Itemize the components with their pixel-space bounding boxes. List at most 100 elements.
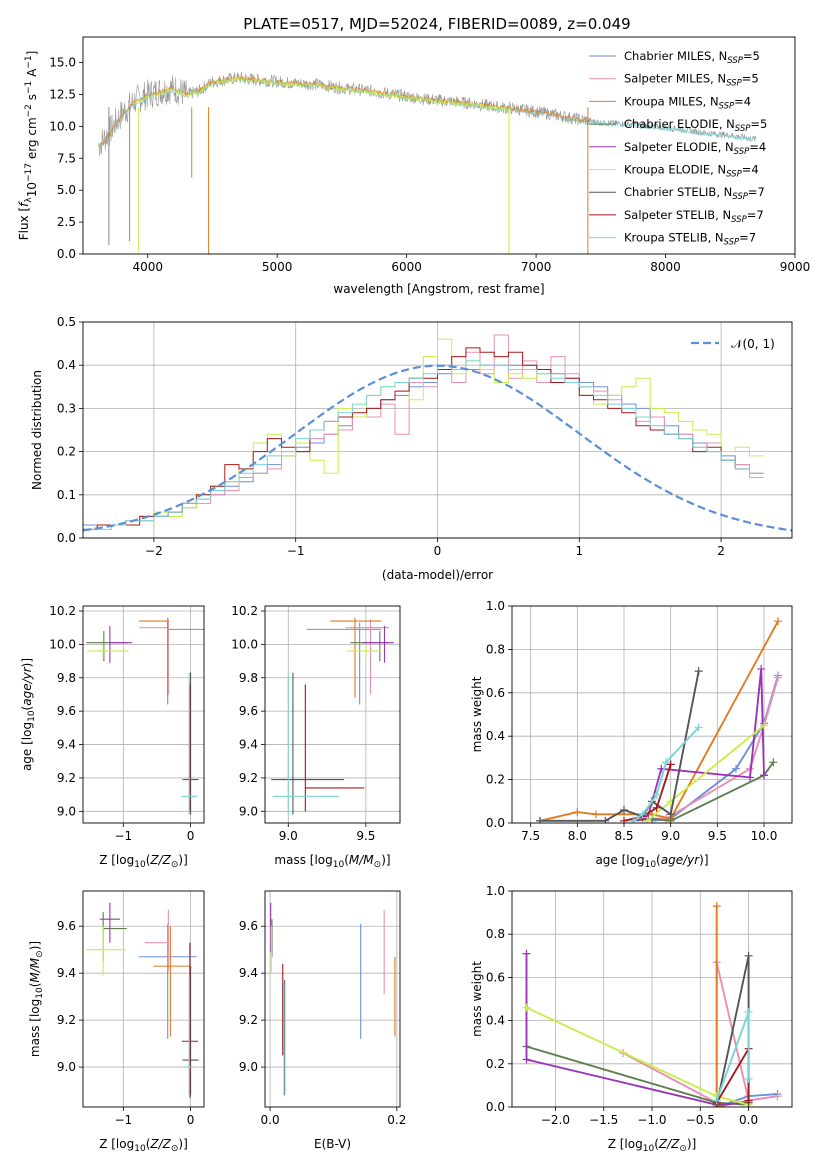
y-tick-label: 7.5 <box>57 151 76 165</box>
axis-label: mass [log10(M/M⊙)] <box>28 941 45 1057</box>
y-tick-label: 9.0 <box>57 804 76 818</box>
legend-text: Kroupa STELIB, N <box>624 231 724 245</box>
x-tick-label: 4000 <box>132 260 163 274</box>
y-tick-label: 10.0 <box>49 119 76 133</box>
point-marker <box>652 790 661 799</box>
y-tick-label: 0.5 <box>57 315 76 329</box>
point-marker <box>573 808 582 817</box>
y-tick-label: 9.4 <box>57 966 76 980</box>
axis-label-part: ( <box>28 983 42 988</box>
errorbar-chabrier-elodie <box>86 631 129 662</box>
axis-label-part: 10 <box>645 860 657 870</box>
x-tick-label: −2 <box>145 544 163 558</box>
point-marker <box>638 810 647 819</box>
x-tick-label: −1.5 <box>589 1113 618 1127</box>
axis-label: mass weight <box>470 961 484 1037</box>
panel-mass-vs-ebv: 0.0 0.2 9.0 9.2 9.4 9.6 E(B-V) <box>239 890 406 1151</box>
y-tick-label: 0.4 <box>486 1014 505 1028</box>
axes-frame <box>511 605 793 824</box>
axis-label: E(B-V) <box>314 1137 351 1151</box>
errorbar-kroupa-miles <box>138 617 169 698</box>
point-marker <box>760 721 768 730</box>
axis-label: age [log10(age/yr)] <box>20 658 37 771</box>
axis-label-part: )] <box>178 1137 187 1151</box>
y-tick-label: 9.8 <box>239 671 258 685</box>
x-tick-label: 6000 <box>391 260 422 274</box>
axis-label-part: ⊙ <box>374 860 382 870</box>
errorbars <box>270 902 396 1096</box>
axis-label-part: Z/Z <box>658 1137 680 1151</box>
y-tick-label: 15.0 <box>49 56 76 70</box>
axis-label-part: mass [log <box>274 853 332 867</box>
legend-text: Chabrier ELODIE, N <box>624 117 735 131</box>
legend-entry: Kroupa ELODIE, NSSP=4 <box>624 163 759 180</box>
point-marker <box>760 771 768 780</box>
x-tick-label: 8000 <box>650 260 681 274</box>
y-tick-label: 9.2 <box>239 1013 258 1027</box>
y-tick-label: 9.0 <box>239 804 258 818</box>
axis-label: (data-model)/error <box>382 568 493 582</box>
x-tick-label: 2 <box>717 544 725 558</box>
y-tick-label: 0.4 <box>486 729 505 743</box>
axis-label-part: 10 <box>643 1144 655 1154</box>
y-tick-label: 1.0 <box>486 884 505 898</box>
legend-count: =4 <box>749 140 766 154</box>
axis-label-part: Z/Z <box>149 1137 171 1151</box>
legend-text: Kroupa MILES, N <box>624 94 719 108</box>
mass-weight-lines <box>522 902 782 1107</box>
axis-label-part: M/M <box>28 957 42 982</box>
legend-entry: Chabrier MILES, NSSP=5 <box>624 49 760 66</box>
series-kroupa-miles <box>712 902 753 1107</box>
legend-subscript: SSP <box>726 170 742 180</box>
axis-label-part: ⊙ <box>171 1144 179 1154</box>
x-tick-label: 9.5 <box>708 829 727 843</box>
axes-frame <box>264 890 401 1108</box>
axis-label-part: 10 <box>27 710 37 722</box>
point-marker <box>712 1096 721 1105</box>
axis-label-part: wavelength [Angstrom, rest frame] <box>333 282 544 296</box>
y-tick-label: 0.2 <box>57 445 76 459</box>
errorbar-salpeter-elodie <box>362 626 394 663</box>
panel-spectrum: 4000 5000 6000 7000 8000 9000 0.0 2.5 5.0 7.5 10.0… <box>17 36 811 296</box>
legend-entry: Kroupa MILES, NSSP=4 <box>624 94 751 111</box>
axis-label-part: 10 <box>333 860 345 870</box>
series-line <box>539 620 779 822</box>
axis-label-part: )] <box>20 658 34 667</box>
y-tick-label: 0.6 <box>486 686 505 700</box>
x-tick-label: 0.0 <box>261 1113 280 1127</box>
axis-label: Z [log10(Z/Z⊙)] <box>99 853 188 870</box>
y-tick-label: 0.0 <box>57 247 76 261</box>
errorbar-kroupa-stelib <box>272 672 340 815</box>
axis-label-part: mass weight <box>470 961 484 1037</box>
errorbar-chabrier-stelib <box>182 672 199 815</box>
axis-label-part: mass weight <box>470 676 484 752</box>
point-marker <box>601 816 610 823</box>
x-tick-label: 8.5 <box>614 829 633 843</box>
axis-label-part: )] <box>28 941 42 950</box>
x-tick-label: 5000 <box>262 260 293 274</box>
point-marker <box>522 1003 531 1012</box>
axis-label-part: Z [log <box>99 1137 134 1151</box>
point-marker <box>744 1096 753 1105</box>
legend-count: =7 <box>748 185 765 199</box>
legend-count: =4 <box>734 94 751 108</box>
axis-label-part: 10 <box>134 860 146 870</box>
point-marker <box>620 816 628 823</box>
y-tick-label: 9.6 <box>57 919 76 933</box>
y-tick-label: 0.0 <box>486 816 505 830</box>
mass-weight-lines <box>536 617 782 823</box>
point-marker <box>666 810 675 819</box>
errorbar-salpeter-miles <box>139 619 169 695</box>
spectrum-series-kroupa-miles <box>98 75 589 148</box>
axes-frame <box>82 605 205 824</box>
axis-label-part: age/yr <box>20 666 34 705</box>
legend-entry: Chabrier ELODIE, NSSP=5 <box>624 117 767 134</box>
panel-residuals: −2 −1 0 1 2 0.0 0.1 0.2 0.3 0.4 0.5 (data-model)/er… <box>30 315 793 582</box>
x-tick-label: −1 <box>287 544 305 558</box>
y-tick-label: 9.0 <box>239 1060 258 1074</box>
errorbars <box>271 617 394 815</box>
series-salpeter-elodie <box>522 949 753 1107</box>
axis-label-part: Flux [ <box>17 207 31 240</box>
x-tick-label: 9000 <box>780 260 811 274</box>
axis-label-part: erg cm <box>25 117 39 163</box>
